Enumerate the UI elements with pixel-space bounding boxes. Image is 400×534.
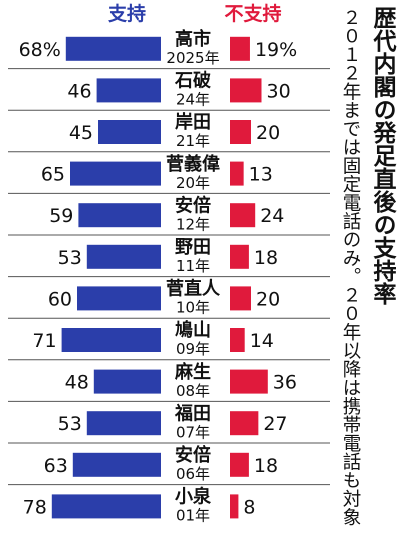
support-bar: [70, 161, 161, 186]
support-bar: [51, 494, 161, 519]
category-label: 野田: [175, 237, 211, 258]
nonsupport-value-label: 36: [273, 372, 297, 394]
category-label: 小泉: [175, 486, 212, 508]
nonsupport-bar: [230, 36, 250, 61]
support-bar: [96, 78, 161, 103]
year-label: 11年: [176, 257, 210, 275]
support-bar: [72, 452, 161, 477]
support-bar: [61, 328, 161, 352]
support-value-label: 78: [23, 496, 47, 518]
support-value-label: 68%: [19, 39, 61, 61]
year-label: 10年: [176, 299, 210, 317]
support-bar: [77, 286, 161, 311]
category-label: 岸田: [175, 111, 211, 133]
category-label: 菅直人: [166, 278, 221, 300]
nonsupport-bar: [230, 78, 262, 103]
support-value-label: 45: [69, 122, 93, 144]
nonsupport-bar: [230, 369, 268, 394]
nonsupport-bar: [230, 286, 251, 311]
year-label: 01年: [176, 507, 210, 525]
support-bar: [98, 120, 161, 144]
category-label: 石破: [174, 70, 211, 92]
category-label: 安倍: [175, 444, 211, 466]
year-label: 20年: [176, 174, 210, 192]
legend-support: 支持: [107, 2, 146, 25]
nonsupport-bar: [230, 494, 239, 519]
nonsupport-value-label: 13: [249, 164, 273, 186]
support-value-label: 65: [41, 164, 65, 186]
nonsupport-bar: [230, 411, 259, 436]
support-value-label: 63: [44, 455, 68, 477]
nonsupport-bar: [230, 203, 256, 228]
nonsupport-value-label: 8: [243, 496, 255, 518]
nonsupport-value-label: 30: [267, 80, 291, 102]
year-label: 12年: [176, 215, 210, 233]
chart-title: 歴代内閣の発足直後の支持率: [369, 6, 395, 305]
support-value-label: 53: [58, 413, 82, 435]
nonsupport-value-label: 24: [260, 205, 284, 227]
nonsupport-value-label: 18: [254, 247, 278, 269]
support-bar: [86, 244, 161, 269]
nonsupport-value-label: 27: [263, 413, 287, 435]
year-label: 2025年: [166, 49, 219, 67]
legend-nonsupport: 不支持: [224, 2, 281, 25]
support-bar: [93, 369, 161, 394]
support-value-label: 60: [48, 288, 72, 310]
nonsupport-value-label: 20: [256, 122, 280, 144]
category-label: 福田: [174, 402, 211, 424]
year-label: 09年: [176, 340, 210, 358]
nonsupport-bar: [230, 244, 249, 269]
support-value-label: 48: [65, 372, 89, 394]
category-label: 鳩山: [175, 319, 211, 341]
nonsupport-value-label: 20: [256, 288, 280, 310]
category-label: 高市: [175, 28, 211, 50]
nonsupport-bar: [230, 452, 249, 477]
support-bar: [86, 411, 161, 436]
nonsupport-value-label: 18: [254, 455, 278, 477]
nonsupport-bar: [230, 161, 244, 186]
support-value-label: 53: [58, 247, 82, 269]
year-label: 21年: [176, 132, 210, 150]
year-label: 07年: [176, 423, 210, 441]
category-label: 安倍: [175, 194, 211, 216]
year-label: 24年: [176, 91, 210, 109]
support-value-label: 46: [67, 80, 91, 102]
category-label: 菅義偉: [166, 153, 220, 175]
support-value-label: 59: [49, 205, 73, 227]
support-value-label: 71: [32, 330, 56, 352]
category-label: 麻生: [174, 361, 211, 383]
support-bar: [65, 36, 161, 61]
nonsupport-bar: [230, 120, 251, 144]
nonsupport-bar: [230, 328, 245, 352]
year-label: 08年: [176, 382, 210, 400]
nonsupport-value-label: 19%: [255, 39, 297, 61]
nonsupport-value-label: 14: [250, 330, 274, 352]
chart-note: ２０１２年までは固定電話のみ。２０年以降は携帯電話も対象: [340, 8, 361, 526]
year-label: 06年: [176, 465, 210, 483]
support-bar: [78, 203, 161, 228]
